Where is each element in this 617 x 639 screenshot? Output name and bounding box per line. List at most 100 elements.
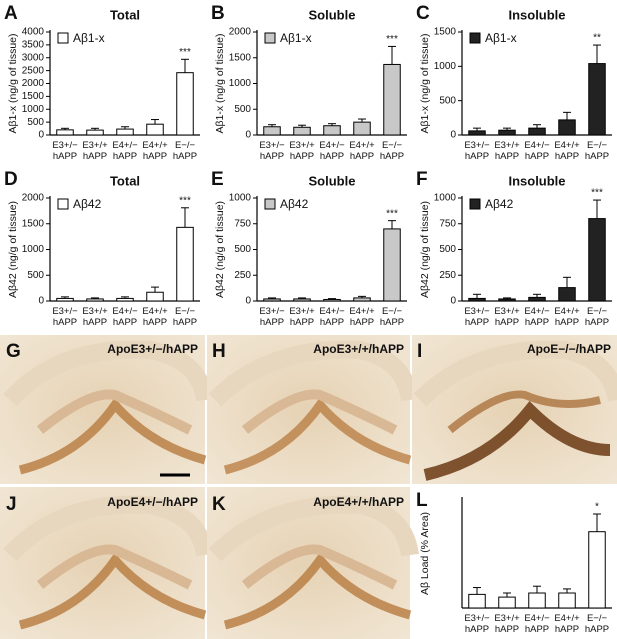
x-tick-label: E3+/+ hAPP <box>82 140 108 162</box>
bar <box>146 123 164 136</box>
chart-title: Soluble <box>309 173 356 188</box>
x-tick-label: E3+/+ hAPP <box>494 140 520 162</box>
legend-label: Aβ42 <box>280 197 309 211</box>
panel-letter: F <box>416 169 428 190</box>
legend-swatch <box>469 32 481 44</box>
panel-letter: G <box>6 341 21 362</box>
micrograph-label: ApoE3+/+/hAPP <box>313 342 404 356</box>
y-axis-label: Aβ1-x (ng/g of tissue) <box>7 34 19 134</box>
x-tick-label: E−/− hAPP <box>173 306 197 328</box>
bar <box>498 596 516 609</box>
micrograph-label: ApoE3+/−/hAPP <box>107 342 198 356</box>
x-tick-label: E3+/+ hAPP <box>494 613 520 635</box>
y-tick-label: 1000 <box>229 78 252 89</box>
micrograph: G ApoE3+/−/hAPP <box>0 335 214 484</box>
x-tick-label: E3+/− hAPP <box>464 613 490 635</box>
bar <box>558 592 576 609</box>
y-tick-label: 1500 <box>22 218 45 229</box>
legend-swatch <box>57 32 69 44</box>
significance: *** <box>179 195 191 206</box>
bar <box>588 531 606 609</box>
bar <box>468 297 486 302</box>
x-tick-label: E3+/+ hAPP <box>289 140 315 162</box>
y-tick-label: 3000 <box>22 52 45 63</box>
bar <box>383 228 401 302</box>
y-tick-label: 0 <box>245 296 251 307</box>
significance: *** <box>179 47 191 58</box>
chart: C Insoluble Aβ1-x (ng/g of tissue) 0 500 1000… <box>416 3 612 162</box>
significance: *** <box>591 188 603 199</box>
legend-swatch <box>469 198 481 210</box>
bar <box>588 63 606 136</box>
y-tick-label: 1000 <box>434 61 457 72</box>
bar <box>558 287 576 302</box>
y-axis-label: Aβ42 (ng/g of tissue) <box>214 201 226 298</box>
x-tick-label: E4+/+ hAPP <box>142 306 168 328</box>
y-tick-label: 4000 <box>22 27 45 38</box>
significance: * <box>595 502 599 513</box>
bar <box>558 119 576 136</box>
x-tick-label: E4+/− hAPP <box>524 613 550 635</box>
bar <box>353 297 371 302</box>
panel-letter: I <box>417 341 422 362</box>
y-tick-label: 2000 <box>229 27 252 38</box>
y-tick-label: 2000 <box>22 193 45 204</box>
legend-label: Aβ42 <box>73 197 102 211</box>
bar <box>116 297 134 302</box>
y-tick-label: 2000 <box>22 78 45 89</box>
y-axis-label: Aβ42 (ng/g of tissue) <box>7 201 19 298</box>
x-tick-label: E3+/+ hAPP <box>289 306 315 328</box>
y-tick-label: 250 <box>439 270 456 281</box>
y-tick-label: 500 <box>234 244 251 255</box>
panel-letter: C <box>416 3 430 24</box>
bar <box>86 129 104 136</box>
panel-letter: K <box>212 494 226 515</box>
bar <box>353 121 371 136</box>
panel-letter: E <box>211 169 224 190</box>
y-tick-label: 1500 <box>434 27 457 38</box>
x-tick-label: E4+/+ hAPP <box>142 140 168 162</box>
panel-letter: A <box>4 3 18 24</box>
chart-title: Insoluble <box>508 173 565 188</box>
x-tick-label: E−/− hAPP <box>585 306 609 328</box>
micrograph-label: ApoE4+/−/hAPP <box>107 495 198 509</box>
chart: A Total Aβ1-x (ng/g of tissue) 0 500 1000 1500… <box>4 3 200 162</box>
y-tick-label: 0 <box>38 296 44 307</box>
x-tick-label: E4+/+ hAPP <box>349 306 375 328</box>
x-tick-label: E4+/+ hAPP <box>349 140 375 162</box>
x-tick-label: E−/− hAPP <box>585 140 609 162</box>
x-tick-label: E3+/+ hAPP <box>82 306 108 328</box>
y-tick-label: 750 <box>439 218 456 229</box>
chart-title: Soluble <box>309 7 356 22</box>
x-tick-label: E4+/− hAPP <box>524 140 550 162</box>
x-tick-label: E3+/+ hAPP <box>494 306 520 328</box>
x-tick-label: E3+/− hAPP <box>259 140 285 162</box>
micrograph-label: ApoE4+/+/hAPP <box>313 495 404 509</box>
bar <box>263 126 281 136</box>
x-tick-label: E4+/− hAPP <box>524 306 550 328</box>
panel-letter: B <box>211 3 225 24</box>
y-tick-label: 500 <box>234 104 251 115</box>
y-tick-label: 500 <box>439 244 456 255</box>
bar <box>528 296 546 302</box>
y-tick-label: 500 <box>439 95 456 106</box>
legend-label: Aβ42 <box>485 197 514 211</box>
x-tick-label: E3+/− hAPP <box>464 140 490 162</box>
bar <box>176 226 194 302</box>
x-tick-label: E−/− hAPP <box>585 613 609 635</box>
y-tick-label: 1500 <box>22 91 45 102</box>
x-tick-label: E−/− hAPP <box>380 306 404 328</box>
x-tick-label: E4+/− hAPP <box>319 306 345 328</box>
bar <box>528 127 546 136</box>
micrograph-label: ApoE−/−/hAPP <box>527 342 611 356</box>
bar <box>323 298 341 302</box>
y-axis-label: Aβ1-x (ng/g of tissue) <box>419 34 431 134</box>
y-tick-label: 1000 <box>22 104 45 115</box>
x-tick-label: E3+/− hAPP <box>52 140 78 162</box>
y-tick-label: 2500 <box>22 65 45 76</box>
micrograph: I ApoE−/−/hAPP <box>412 335 617 484</box>
significance: *** <box>386 208 398 219</box>
bar <box>116 128 134 136</box>
